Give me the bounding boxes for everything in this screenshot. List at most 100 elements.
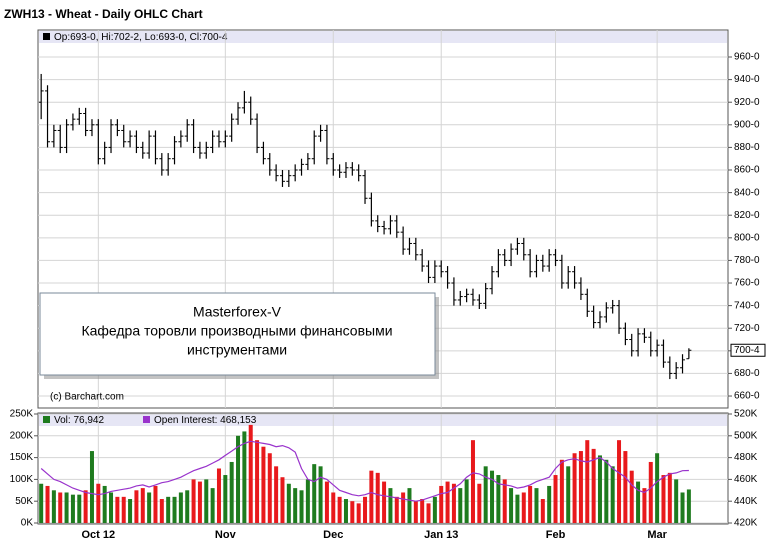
volume-bar [77,494,82,523]
y-tick-label: 800-0 [734,232,760,243]
volume-bar [674,479,679,523]
volume-bar [109,492,114,523]
volume-bar [343,499,348,523]
volume-bar [566,466,571,523]
volume-bar [528,485,533,523]
x-tick-label: Oct 12 [82,529,116,541]
volume-bar [172,496,177,523]
volume-bar [89,451,94,523]
volume-bar [350,501,355,523]
volume-bar [439,485,444,523]
annotation-box: Masterforex-V Кафедра торовли производны… [39,292,439,379]
volume-bar [255,440,260,523]
volume-bar [578,451,583,523]
volume-bar [490,470,495,523]
volume-bar [483,466,488,523]
volume-bar [591,448,596,523]
open-interest-line [40,440,689,502]
volume-bar [496,475,501,523]
volume-bar [51,490,56,523]
volume-bar [159,499,164,523]
volume-bar [547,485,552,523]
y-tick-label: 250K [10,409,34,420]
volume-bar [445,481,450,523]
legend-layer: Vol: 76,942 Open Interest: 468,153 (c) B… [43,392,257,426]
volume-bar [369,470,374,523]
y-tick-label: 660-0 [734,391,760,402]
volume-bar [464,479,469,523]
y2-tick-label: 440K [734,496,758,507]
volume-bar [331,492,336,523]
volume-bar [58,492,63,523]
volume-bar [426,503,431,523]
volume-bar [572,453,577,523]
y-tick-label: 780-0 [734,255,760,266]
volume-bar [617,440,622,523]
volume-bar [629,470,634,523]
volume-bar [420,499,425,523]
volume-bar [648,461,653,523]
volume-bar [661,475,666,523]
volume-bar [375,472,380,523]
y-tick-label: 820-0 [734,210,760,221]
volume-bar [623,451,628,523]
volume-bar [286,483,291,523]
legend-swatch [43,33,50,40]
volume-bar [667,472,672,523]
volume-bar [382,481,387,523]
volume-bar [502,479,507,523]
volume-bar [553,475,558,523]
volume-bar [236,435,241,523]
volume-bar [585,440,590,523]
y-tick-label: 940-0 [734,74,760,85]
price-legend-band [39,31,727,43]
volume-bar [153,485,158,523]
volume-bar [401,492,406,523]
volume-bar [210,488,215,523]
volume-bar [470,440,475,523]
y-tick-label: 740-0 [734,300,760,311]
volume-bar [337,496,342,523]
y-tick-label: 200K [10,430,34,441]
volume-bar [166,496,171,523]
y2-tick-label: 460K [734,474,758,485]
volume-bar [248,424,253,523]
volume-bar [610,466,615,523]
y2-tick-label: 500K [734,430,758,441]
volume-bar [178,492,183,523]
volume-bar [216,468,221,523]
volume-bar [70,494,75,523]
y-tick-label: 900-0 [734,119,760,130]
volume-bar [388,488,393,523]
legend-entry: Vol: 76,942 [54,415,104,426]
y-tick-label: 100K [10,474,34,485]
volume-bar [324,481,329,523]
volume-bar [261,446,266,523]
x-tick-label: Mar [647,529,667,541]
last-price-box [730,343,766,357]
volume-bar [204,479,209,523]
chart-title: ZWH13 - Wheat - Daily OHLC Chart [4,7,203,21]
volume-bar [140,488,145,523]
volume-bar [363,496,368,523]
y-tick-label: 50K [15,496,33,507]
volume-bar [121,496,126,523]
y-tick-label: 960-0 [734,52,760,63]
x-tick-label: Nov [215,529,237,541]
volume-bar [280,477,285,523]
legend-swatch [43,416,50,423]
volume-bar [413,501,418,523]
volume-bar [636,481,641,523]
volume-bar [83,490,88,523]
x-tick-label: Jan 13 [424,529,458,541]
volume-bar [312,464,317,523]
volume-bar [597,455,602,523]
volume-bar [477,483,482,523]
volume-bar [39,483,44,523]
volume-bar [229,461,234,523]
volume-bar [191,479,196,523]
x-tick-label: Feb [546,529,566,541]
volume-bar [102,485,107,523]
volume-bar [509,488,514,523]
volume-bar [515,494,520,523]
